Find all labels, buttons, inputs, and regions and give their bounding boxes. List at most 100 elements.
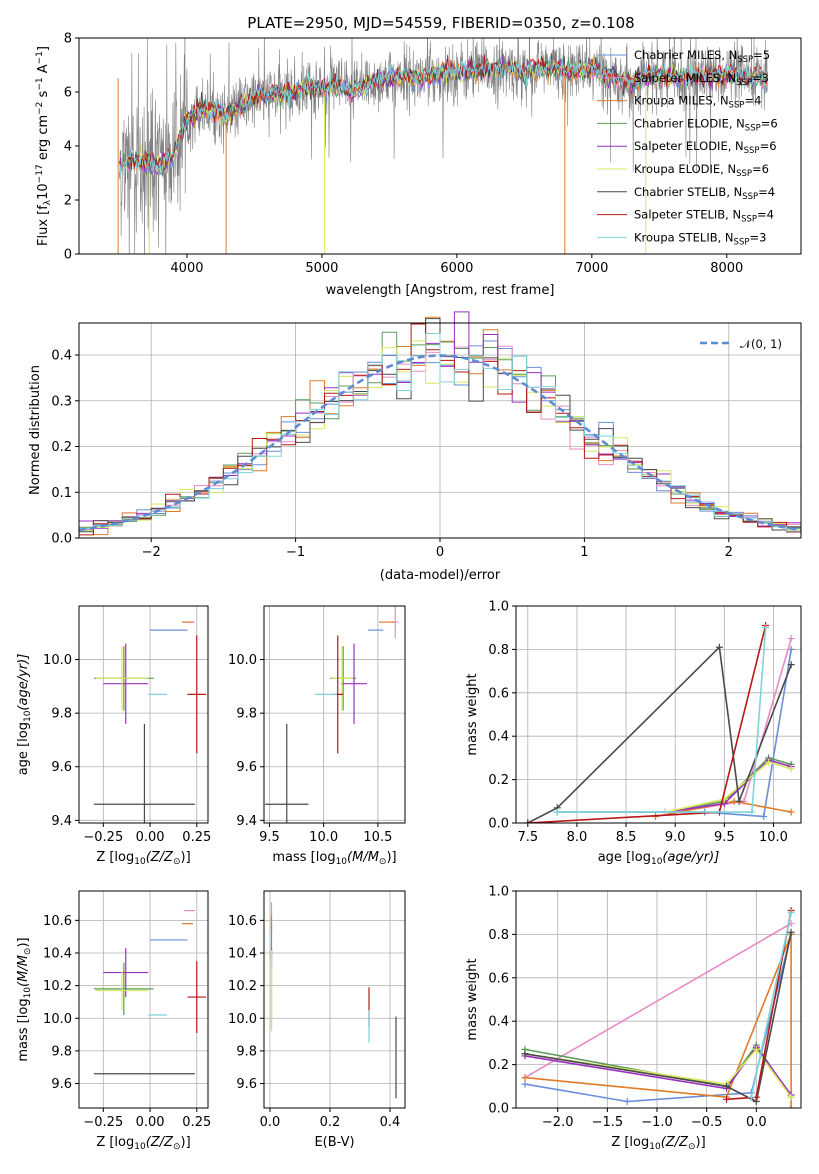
xtick-label: −1.0 — [641, 1115, 673, 1130]
age-vs-metallicity-grid — [79, 606, 208, 823]
series-chabrier_elodie — [665, 757, 792, 813]
series-chabrier_miles — [557, 649, 792, 818]
marker-kroupa_stelib — [787, 909, 795, 917]
spectrum-xtick-label: 8000 — [710, 261, 743, 276]
xtick-label: 0.2 — [320, 1115, 341, 1130]
histogram-xtick-label: 0 — [436, 545, 444, 560]
ytick-label: 9.8 — [51, 1044, 72, 1059]
series-chabrier_miles — [524, 934, 792, 1103]
spectrum-legend: Chabrier MILES, NSSP=5 Salpeter MILES, NS… — [597, 48, 778, 247]
ytick-label: 9.6 — [51, 1077, 72, 1092]
weight-vs-age-axes-frame — [515, 605, 802, 824]
legend-label-kroupa_stelib: Kroupa STELIB, NSSP=3 — [634, 230, 766, 247]
weight-vs-age-marks — [524, 622, 795, 823]
mass-vs-metallicity-marks — [93, 909, 207, 1075]
ytick-label: 10.2 — [228, 979, 257, 994]
legend-label-chabrier_elodie: Chabrier ELODIE, NSSP=6 — [634, 116, 778, 133]
ytick-label: 0.2 — [488, 773, 509, 788]
marker-salpeter_stelib — [524, 819, 532, 823]
ytick-label: 9.6 — [236, 1077, 257, 1092]
age-vs-mass-xlabel: mass [log10(M/M⊙)] — [272, 850, 396, 867]
spectrum-ytick-label: 4 — [64, 140, 72, 155]
mass-vs-metallicity-grid — [79, 891, 208, 1108]
legend-label-salpeter_miles: Salpeter MILES, NSSP=3 — [634, 71, 769, 88]
ytick-label: 9.8 — [236, 707, 257, 722]
ytick-label: 0.2 — [488, 1058, 509, 1073]
marker-kroupa_miles — [521, 1074, 529, 1082]
ytick-label: 9.6 — [236, 760, 257, 775]
histogram-xlabel: (data-model)/error — [380, 568, 501, 583]
marker-chabrier_miles — [623, 1097, 631, 1105]
xtick-label: 0.0 — [260, 1115, 281, 1130]
marker-kroupa_elodie — [752, 1045, 760, 1053]
spectrum-ytick-label: 0 — [64, 248, 72, 263]
histogram-xtick-label: 1 — [580, 545, 588, 560]
marker-chabrier_stelib — [787, 661, 795, 669]
weight-vs-metallicity-ylabel: mass weight — [465, 958, 480, 1040]
mass-vs-ebv-marks — [270, 902, 397, 1099]
weight-vs-metallicity-xlabel: Z [log10(Z/Z⊙)] — [611, 1135, 705, 1152]
spectrum-ylabel: Flux [fλ10−17 erg cm−2 s−1 A−1] — [35, 46, 53, 246]
series-kroupa_stelib — [557, 627, 767, 813]
xtick-label: 9.5 — [259, 830, 280, 845]
histogram-xtick-label: 2 — [725, 545, 733, 560]
ytick-label: 0.8 — [488, 928, 509, 943]
series-chabrier_stelib — [527, 645, 792, 823]
parameter-panels: −0.25 0.00 0.25 9.4 9.6 9.8 10.0 Z [log10(Z/Z⊙)… — [16, 600, 802, 1152]
age-vs-metallicity-axes-frame — [78, 605, 209, 824]
xtick-label: 0.4 — [380, 1115, 401, 1130]
weight-vs-metallicity-marks — [521, 907, 795, 1108]
ytick-label: 10.0 — [228, 653, 257, 668]
mass-vs-metallicity-xlabel: Z [log10(Z/Z⊙)] — [96, 1135, 190, 1152]
xtick-label: 9.5 — [714, 830, 735, 845]
age-vs-mass-marks — [265, 606, 399, 823]
xtick-label: −0.25 — [83, 1115, 123, 1130]
spectrum-panel: PLATE=2950, MJD=54559, FIBERID=0350, z=0… — [35, 14, 802, 298]
ytick-label: 10.4 — [43, 947, 72, 962]
marker-kroupa_stelib — [762, 624, 770, 632]
marker-chabrier_stelib — [715, 643, 723, 651]
ytick-label: 0.0 — [488, 1102, 509, 1117]
mass-vs-ebv-xlabel: E(B-V) — [314, 1135, 354, 1150]
model-spectrum-kroupa_elodie — [119, 56, 768, 174]
legend-label-kroupa_elodie: Kroupa ELODIE, NSSP=6 — [634, 162, 769, 179]
age-vs-mass-axes-frame — [263, 605, 406, 824]
histogram-ytick-label: 0.2 — [51, 440, 72, 455]
ytick-label: 10.2 — [43, 979, 72, 994]
legend-label-kroupa_miles: Kroupa MILES, NSSP=4 — [634, 94, 761, 111]
mass-vs-ebv-axes-frame — [263, 890, 406, 1109]
spectrum-ytick-label: 2 — [64, 194, 72, 209]
spectrum-ticks: 4000 5000 6000 7000 8000 0 2 4 6 8 — [64, 32, 744, 277]
series-kroupa_elodie — [524, 1048, 792, 1098]
series-kroupa_elodie — [665, 761, 792, 813]
weight-vs-metallicity-panel: −2.0 −1.5 −1.0 −0.5 0.0 0.0 0.2 0.4 0.6 0.8 1.0 Z [… — [465, 885, 802, 1152]
histogram-xtick-label: −2 — [142, 545, 161, 560]
xtick-label: 10.5 — [363, 830, 392, 845]
ytick-label: 0.6 — [488, 971, 509, 986]
residual-histogram-panel: −2 −1 0 1 2 0.0 0.1 0.2 0.3 0.4 (data-model)/erro… — [28, 311, 802, 583]
xtick-label: 10.0 — [759, 830, 788, 845]
spectrum-title: PLATE=2950, MJD=54559, FIBERID=0350, z=0… — [247, 14, 634, 32]
marker-kroupa_stelib — [553, 808, 561, 816]
histogram-ytick-label: 0.1 — [51, 486, 72, 501]
age-vs-mass-panel: 9.5 10.0 10.5 9.4 9.6 9.8 10.0 mass [log10(M/M⊙… — [228, 605, 406, 867]
xtick-label: 8.5 — [616, 830, 637, 845]
series-kroupa_miles — [524, 934, 792, 1108]
xtick-label: −2.0 — [542, 1115, 574, 1130]
weight-vs-age-grid — [516, 605, 801, 824]
gaussian-curve — [78, 354, 802, 532]
legend-label-salpeter_stelib: Salpeter STELIB, NSSP=4 — [634, 208, 774, 225]
ytick-label: 10.0 — [43, 1012, 72, 1027]
xtick-label: −0.25 — [83, 830, 123, 845]
spectrum-xtick-label: 5000 — [305, 261, 338, 276]
marker-salpeter_miles — [787, 635, 795, 643]
ytick-label: 10.6 — [43, 914, 72, 929]
histogram-plot-area — [78, 311, 802, 538]
marker-kroupa_stelib — [748, 808, 756, 816]
marker-chabrier_stelib — [723, 1082, 731, 1090]
ytick-label: 9.4 — [236, 814, 257, 829]
age-vs-metallicity-panel: −0.25 0.00 0.25 9.4 9.6 9.8 10.0 Z [log10(Z/Z⊙)… — [16, 605, 211, 867]
ytick-label: 9.4 — [51, 814, 72, 829]
marker-kroupa_elodie — [765, 758, 773, 766]
